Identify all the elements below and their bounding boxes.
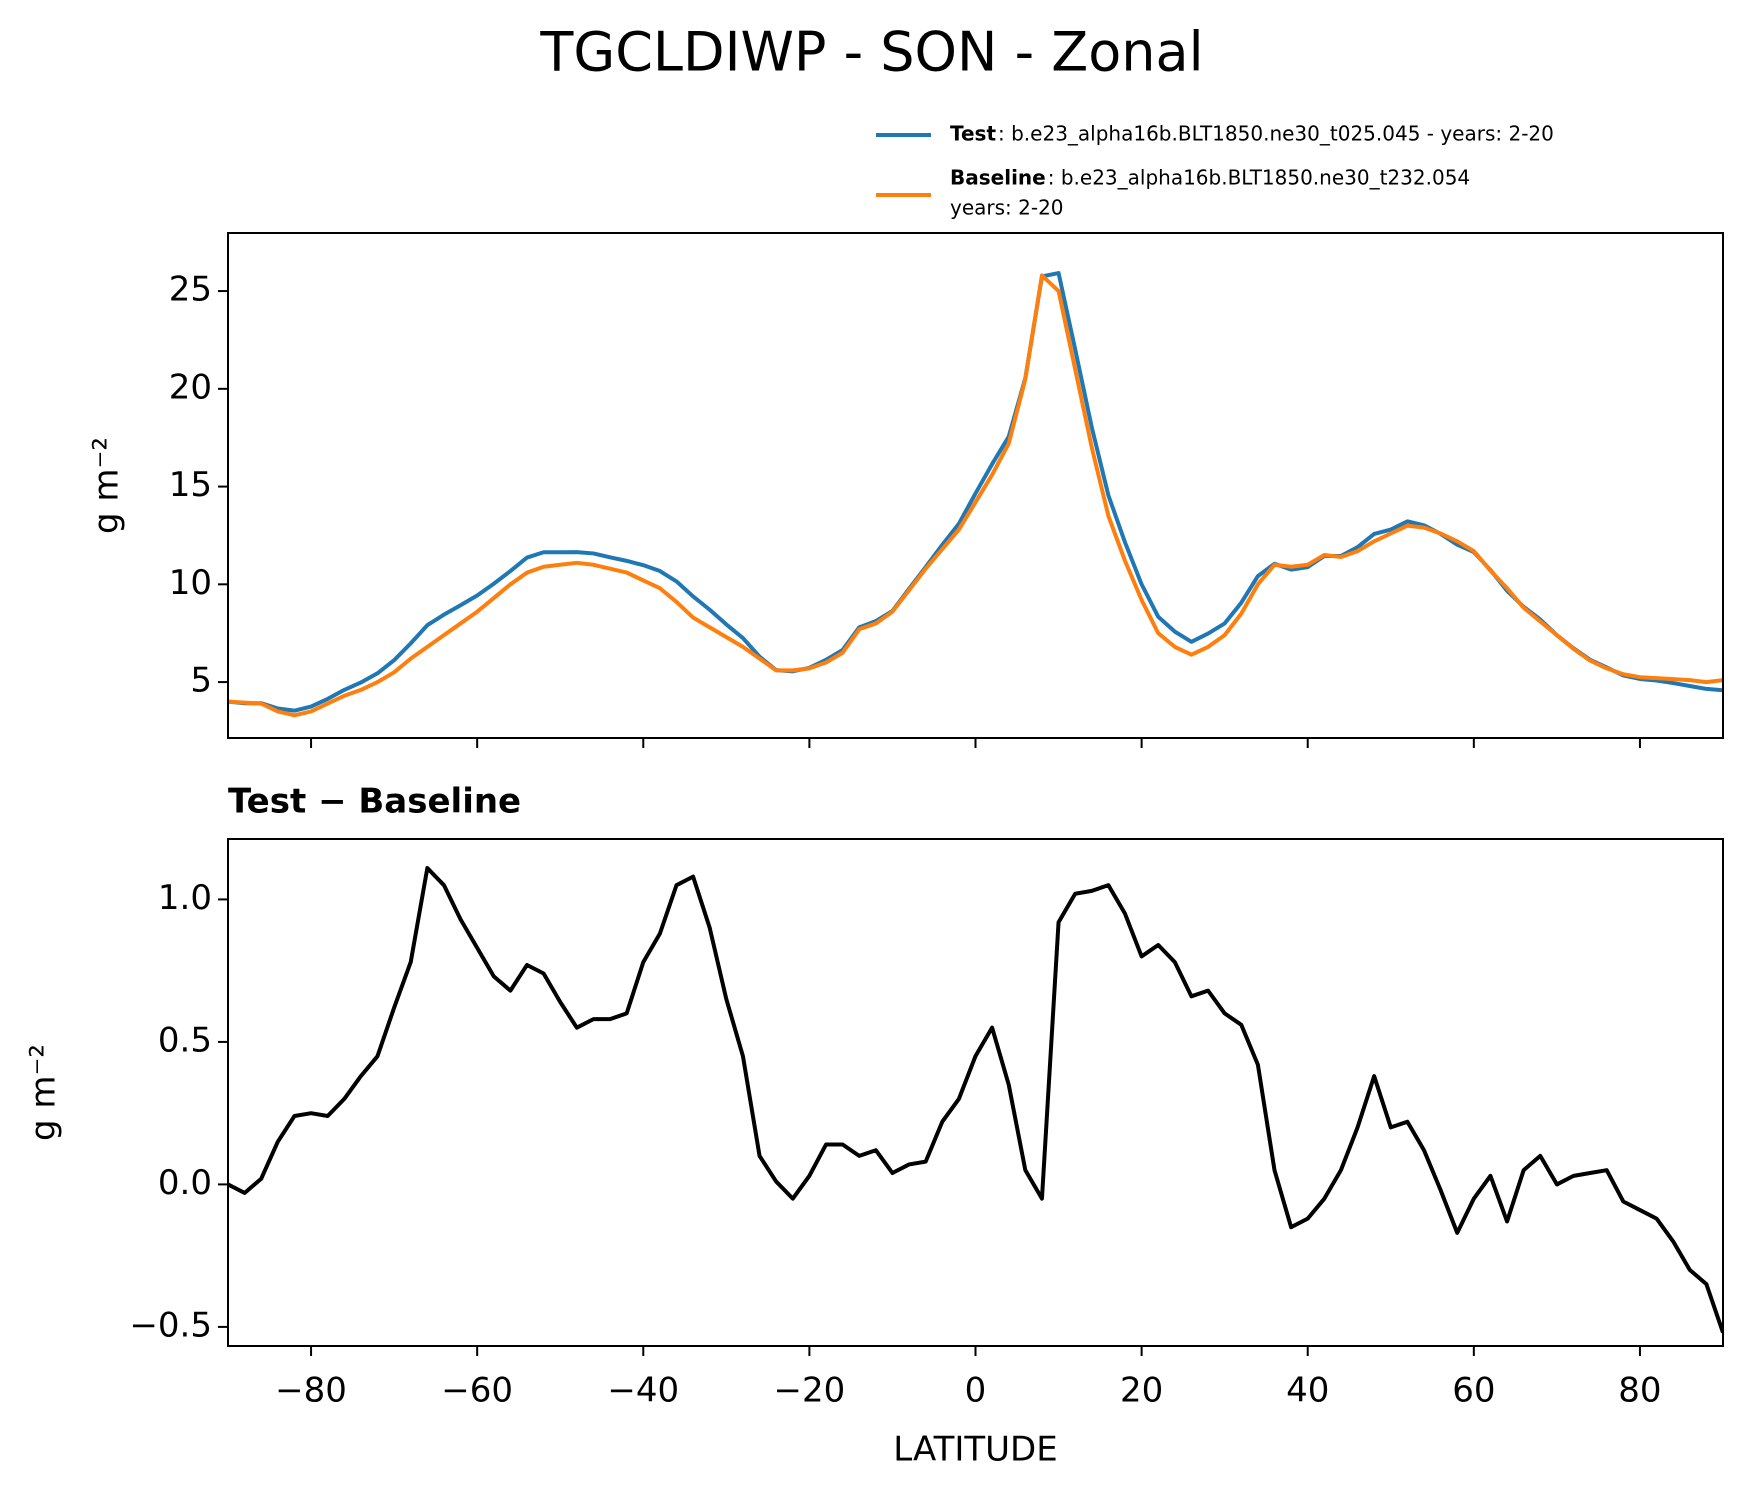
data-line	[228, 273, 1723, 718]
y-tick-label: 20	[169, 367, 212, 407]
x-tick-label: 0	[965, 1371, 987, 1411]
x-tick-label: 60	[1452, 1371, 1495, 1411]
y-tick-label: 0.5	[158, 1020, 212, 1060]
legend-description: years: 2-20	[950, 196, 1064, 220]
y-tick-label: 10	[169, 563, 212, 603]
figure-title: TGCLDIWP - SON - Zonal	[539, 21, 1203, 84]
x-tick-label: 80	[1618, 1371, 1661, 1411]
legend-description: : b.e23_alpha16b.BLT1850.ne30_t232.054	[1048, 166, 1470, 190]
data-line	[228, 271, 1723, 713]
data-line	[228, 866, 1723, 1334]
x-tick-label: −20	[774, 1371, 846, 1411]
axes-frame	[227, 232, 1724, 739]
subplot-title: Test − Baseline	[228, 782, 521, 822]
x-tick-label: −80	[275, 1371, 347, 1411]
y-axis-label: g m⁻²	[87, 437, 127, 534]
y-axis-label: g m⁻²	[24, 1044, 64, 1141]
axes-frame	[227, 838, 1724, 1347]
y-tick-label: 25	[169, 270, 212, 310]
x-tick-label: −40	[607, 1371, 679, 1411]
y-tick-label: 15	[169, 465, 212, 505]
x-tick-label: −60	[441, 1371, 513, 1411]
y-tick-label: 5	[190, 661, 212, 701]
y-tick-label: 1.0	[158, 878, 212, 918]
y-tick-label: −0.5	[129, 1305, 212, 1345]
x-axis-label: LATITUDE	[893, 1430, 1057, 1470]
legend-label: Test	[950, 122, 996, 146]
x-tick-label: 40	[1286, 1371, 1329, 1411]
x-tick-label: 20	[1120, 1371, 1163, 1411]
y-tick-label: 0.0	[158, 1163, 212, 1203]
legend-description: : b.e23_alpha16b.BLT1850.ne30_t025.045 -…	[998, 122, 1554, 146]
legend-label: Baseline	[950, 166, 1046, 190]
